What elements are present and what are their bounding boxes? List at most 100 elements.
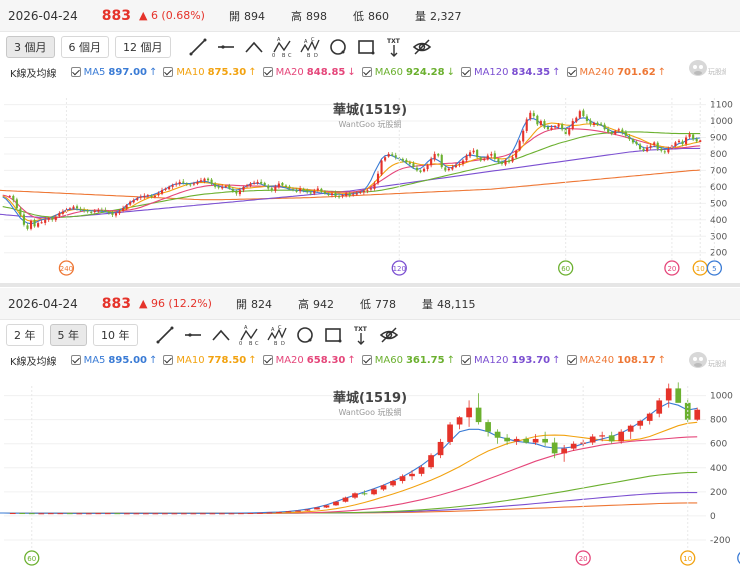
candle-body[interactable]: [51, 217, 54, 220]
candle-body[interactable]: [479, 157, 482, 161]
chart-svg-monthly[interactable]: 1000 800 600 400 200 0 -200 華城(1519)WantGoo 玩股網…: [0, 378, 740, 572]
candle-body[interactable]: [168, 186, 171, 190]
legend-item-ma120[interactable]: MA120 193.70 ↑: [460, 355, 561, 366]
period-button-3m[interactable]: 3 個月: [6, 36, 55, 58]
candle-body[interactable]: [19, 208, 22, 215]
legend-item-ma240[interactable]: MA240 701.62 ↑: [566, 67, 666, 78]
candle-body[interactable]: [263, 182, 266, 186]
candle-body[interactable]: [366, 190, 369, 192]
candle-body[interactable]: [608, 435, 615, 442]
legend-checkbox[interactable]: [460, 355, 471, 365]
legend-checkbox[interactable]: [460, 67, 471, 77]
candle-body[interactable]: [359, 191, 362, 194]
candle-body[interactable]: [330, 193, 334, 196]
candle-body[interactable]: [523, 438, 529, 443]
candle-body[interactable]: [543, 121, 546, 128]
ma-period-marker[interactable]: [737, 551, 740, 565]
legend-checkbox[interactable]: [70, 355, 81, 365]
candle-body[interactable]: [249, 183, 252, 186]
candle-body[interactable]: [253, 182, 256, 184]
candle-body[interactable]: [100, 209, 103, 211]
legend-checkbox[interactable]: [163, 355, 174, 365]
ma-period-marker[interactable]: [24, 550, 40, 566]
candle-body[interactable]: [352, 493, 358, 498]
candle-body[interactable]: [667, 149, 670, 153]
candle-body[interactable]: [85, 513, 92, 515]
candle-body[interactable]: [37, 223, 40, 227]
period-button-2y[interactable]: 2 年: [6, 324, 44, 346]
candle-body[interactable]: [447, 168, 450, 171]
peak-line-icon[interactable]: [243, 36, 265, 58]
candle-body[interactable]: [618, 431, 625, 442]
period-button-5y[interactable]: 5 年: [49, 324, 87, 346]
candle-body[interactable]: [685, 137, 688, 145]
ma-period-marker[interactable]: [680, 550, 696, 566]
candle-body[interactable]: [653, 142, 656, 146]
legend-checkbox[interactable]: [163, 67, 174, 77]
candle-body[interactable]: [447, 424, 453, 442]
candle-body[interactable]: [277, 183, 280, 187]
legend-item-ma5[interactable]: MA5 895.00 ↑: [70, 355, 157, 366]
legend-checkbox[interactable]: [262, 67, 273, 77]
candle-body[interactable]: [9, 513, 16, 515]
candle-body[interactable]: [465, 155, 468, 161]
candle-body[interactable]: [469, 152, 472, 157]
candle-body[interactable]: [291, 189, 295, 191]
candle-body[interactable]: [674, 142, 677, 147]
candle-body[interactable]: [76, 513, 83, 515]
candle-body[interactable]: [380, 485, 387, 490]
candle-body[interactable]: [342, 497, 349, 502]
period-button-12m[interactable]: 12 個月: [115, 36, 171, 58]
circle-draw-icon[interactable]: [327, 36, 349, 58]
candle-body[interactable]: [75, 206, 79, 209]
legend-item-ma10[interactable]: MA10 875.30 ↑: [163, 67, 257, 78]
candle-body[interactable]: [28, 513, 35, 515]
candlestick-chart-monthly[interactable]: 1000 800 600 400 200 0 -200 華城(1519) WantGoo 玩股網…: [0, 378, 740, 572]
candle-body[interactable]: [242, 186, 245, 191]
candle-body[interactable]: [677, 140, 681, 143]
candle-body[interactable]: [260, 181, 263, 184]
candle-body[interactable]: [384, 157, 387, 161]
candle-body[interactable]: [295, 190, 298, 192]
legend-checkbox[interactable]: [70, 67, 81, 77]
candle-body[interactable]: [125, 204, 128, 209]
candle-body[interactable]: [561, 124, 564, 130]
candle-body[interactable]: [515, 150, 518, 158]
legend-checkbox[interactable]: [361, 355, 372, 365]
candle-body[interactable]: [688, 134, 691, 137]
candle-body[interactable]: [485, 422, 491, 432]
candle-body[interactable]: [507, 160, 511, 163]
candle-body[interactable]: [142, 513, 149, 515]
candle-body[interactable]: [656, 142, 659, 150]
candle-body[interactable]: [284, 185, 288, 187]
candle-body[interactable]: [185, 183, 188, 185]
candle-body[interactable]: [362, 190, 365, 193]
candle-body[interactable]: [490, 153, 493, 156]
candle-body[interactable]: [281, 182, 284, 186]
candle-body[interactable]: [323, 505, 330, 508]
candle-body[interactable]: [486, 155, 489, 160]
candle-body[interactable]: [93, 210, 96, 213]
candle-body[interactable]: [104, 513, 111, 515]
candle-body[interactable]: [111, 212, 114, 215]
candle-body[interactable]: [642, 148, 645, 151]
candle-body[interactable]: [699, 140, 702, 142]
candle-body[interactable]: [582, 110, 585, 117]
candle-body[interactable]: [203, 178, 206, 181]
candle-body[interactable]: [8, 195, 11, 197]
candle-body[interactable]: [153, 195, 157, 197]
candle-body[interactable]: [79, 208, 82, 210]
candle-body[interactable]: [497, 159, 500, 163]
candle-body[interactable]: [444, 167, 447, 171]
candle-body[interactable]: [22, 214, 25, 225]
candle-body[interactable]: [341, 195, 344, 197]
candle-body[interactable]: [190, 513, 197, 515]
candle-body[interactable]: [660, 148, 663, 151]
candle-body[interactable]: [107, 211, 110, 213]
candle-body[interactable]: [675, 388, 682, 403]
candle-body[interactable]: [323, 191, 326, 194]
candle-body[interactable]: [219, 513, 225, 515]
candle-body[interactable]: [118, 211, 121, 214]
